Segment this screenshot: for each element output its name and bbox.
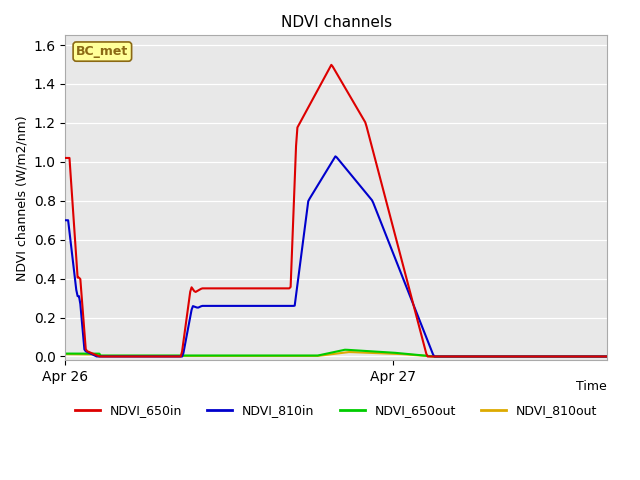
NDVI_650out: [431, 354, 438, 360]
NDVI_810out: [603, 354, 611, 360]
NDVI_810out: [403, 352, 411, 358]
NDVI_810in: [128, 354, 136, 360]
NDVI_650in: [405, 284, 413, 289]
NDVI_810in: [94, 354, 102, 360]
NDVI_810in: [332, 154, 339, 159]
NDVI_650out: [127, 353, 134, 359]
NDVI_810in: [455, 354, 463, 360]
NDVI_650in: [277, 286, 285, 291]
NDVI_650in: [458, 354, 465, 360]
NDVI_810out: [458, 354, 465, 360]
Text: BC_met: BC_met: [76, 45, 129, 58]
NDVI_810in: [458, 354, 465, 360]
NDVI_810in: [239, 303, 247, 309]
Line: NDVI_810out: NDVI_810out: [65, 352, 607, 357]
NDVI_650out: [458, 354, 465, 360]
NDVI_810out: [61, 351, 69, 357]
NDVI_650in: [328, 62, 335, 68]
NDVI_650out: [238, 353, 246, 359]
NDVI_650out: [276, 353, 284, 359]
NDVI_810in: [61, 217, 69, 223]
NDVI_650out: [403, 351, 411, 357]
NDVI_650in: [128, 354, 136, 360]
Y-axis label: NDVI channels (W/m2/nm): NDVI channels (W/m2/nm): [15, 115, 28, 281]
NDVI_810out: [431, 354, 438, 360]
NDVI_810in: [603, 354, 611, 360]
NDVI_810out: [276, 353, 284, 359]
NDVI_810out: [345, 349, 353, 355]
NDVI_650in: [239, 286, 247, 291]
NDVI_810out: [127, 353, 134, 359]
NDVI_810out: [238, 353, 246, 359]
NDVI_650in: [603, 354, 611, 360]
NDVI_650out: [341, 347, 349, 353]
NDVI_650in: [455, 354, 463, 360]
Line: NDVI_650out: NDVI_650out: [65, 350, 607, 357]
NDVI_650out: [61, 351, 69, 357]
NDVI_650in: [97, 354, 104, 360]
NDVI_810in: [277, 303, 285, 309]
NDVI_650out: [603, 354, 611, 360]
Title: NDVI channels: NDVI channels: [280, 15, 392, 30]
NDVI_650in: [61, 155, 69, 161]
Legend: NDVI_650in, NDVI_810in, NDVI_650out, NDVI_810out: NDVI_650in, NDVI_810in, NDVI_650out, NDV…: [70, 399, 602, 422]
NDVI_650out: [455, 354, 463, 360]
NDVI_810out: [455, 354, 463, 360]
Text: Time: Time: [576, 380, 607, 393]
Line: NDVI_810in: NDVI_810in: [65, 156, 607, 357]
Line: NDVI_650in: NDVI_650in: [65, 65, 607, 357]
NDVI_810in: [405, 290, 413, 296]
